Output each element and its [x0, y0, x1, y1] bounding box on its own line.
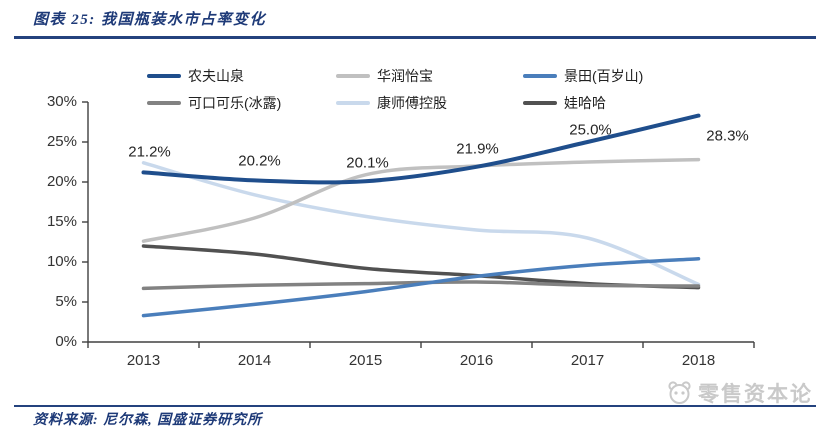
- legend-item-label: 娃哈哈: [564, 94, 606, 111]
- bottom-divider: [14, 405, 816, 407]
- watermark-text: 零售资本论: [698, 383, 813, 406]
- legend-swatch-icon: [147, 73, 181, 78]
- point-label: 20.1%: [346, 154, 389, 172]
- x-axis-label: 2015: [348, 352, 383, 369]
- point-label: 21.2%: [128, 143, 171, 161]
- legend-item-2: 景田(百岁山): [523, 63, 643, 88]
- x-axis-label: 2013: [126, 352, 161, 369]
- series-line-2: [141, 257, 701, 318]
- point-label: 20.2%: [238, 152, 281, 170]
- point-label: 28.3%: [706, 127, 749, 145]
- legend-swatch-icon: [147, 100, 181, 105]
- chart-legend: 农夫山泉 华润怡宝 景田(百岁山) 可口可乐(冰露) 康师傅控股 娃哈哈: [147, 63, 643, 115]
- page-title: 图表 25: 我国瓶装水市占率变化: [33, 12, 266, 28]
- legend-item-label: 华润怡宝: [377, 67, 433, 84]
- y-axis-label: 10%: [46, 253, 77, 270]
- axis-lines: [87, 102, 754, 343]
- watermark: 零售资本论: [666, 378, 813, 408]
- panda-logo-icon: [668, 381, 691, 404]
- series-line-0: [141, 113, 701, 185]
- legend-swatch-icon: [336, 73, 370, 78]
- source-text: 资料来源: 尼尔森, 国盛证券研究所: [33, 413, 263, 428]
- series-line-1: [141, 157, 701, 243]
- legend-item-label: 康师傅控股: [377, 94, 447, 111]
- y-axis-label: 15%: [46, 213, 77, 230]
- y-axis-label: 20%: [46, 173, 77, 190]
- series-line-4: [141, 161, 701, 287]
- legend-item-0: 农夫山泉: [147, 63, 336, 88]
- x-axis-label: 2016: [459, 352, 494, 369]
- point-label: 25.0%: [569, 121, 612, 139]
- legend-item-label: 可口可乐(冰露): [188, 94, 282, 111]
- top-divider: [14, 36, 816, 39]
- legend-item-label: 景田(百岁山): [564, 67, 644, 84]
- x-axis-label: 2018: [681, 352, 716, 369]
- y-axis-label: 5%: [55, 293, 77, 310]
- point-label: 21.9%: [456, 140, 499, 158]
- legend-swatch-icon: [523, 100, 557, 105]
- legend-item-3: 可口可乐(冰露): [147, 90, 336, 115]
- y-axis-label: 30%: [46, 93, 77, 110]
- legend-item-label: 农夫山泉: [188, 67, 244, 84]
- legend-item-1: 华润怡宝: [336, 63, 523, 88]
- x-axis-label: 2017: [570, 352, 605, 369]
- legend-swatch-icon: [336, 100, 370, 105]
- x-axis-label: 2014: [237, 352, 272, 369]
- legend-item-4: 康师傅控股: [336, 90, 523, 115]
- y-axis-label: 0%: [55, 333, 77, 350]
- legend-swatch-icon: [523, 73, 557, 78]
- legend-item-5: 娃哈哈: [523, 90, 643, 115]
- y-axis-label: 25%: [46, 133, 77, 150]
